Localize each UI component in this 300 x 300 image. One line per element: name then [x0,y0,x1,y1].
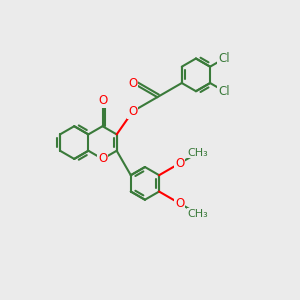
Text: O: O [128,105,137,118]
Text: CH₃: CH₃ [188,148,208,158]
Text: Cl: Cl [218,52,230,65]
Text: CH₃: CH₃ [188,209,208,219]
Text: O: O [98,94,107,107]
Text: O: O [175,157,184,170]
Text: O: O [128,76,137,89]
Text: O: O [98,152,107,165]
Text: O: O [175,197,184,210]
Text: Cl: Cl [218,85,230,98]
